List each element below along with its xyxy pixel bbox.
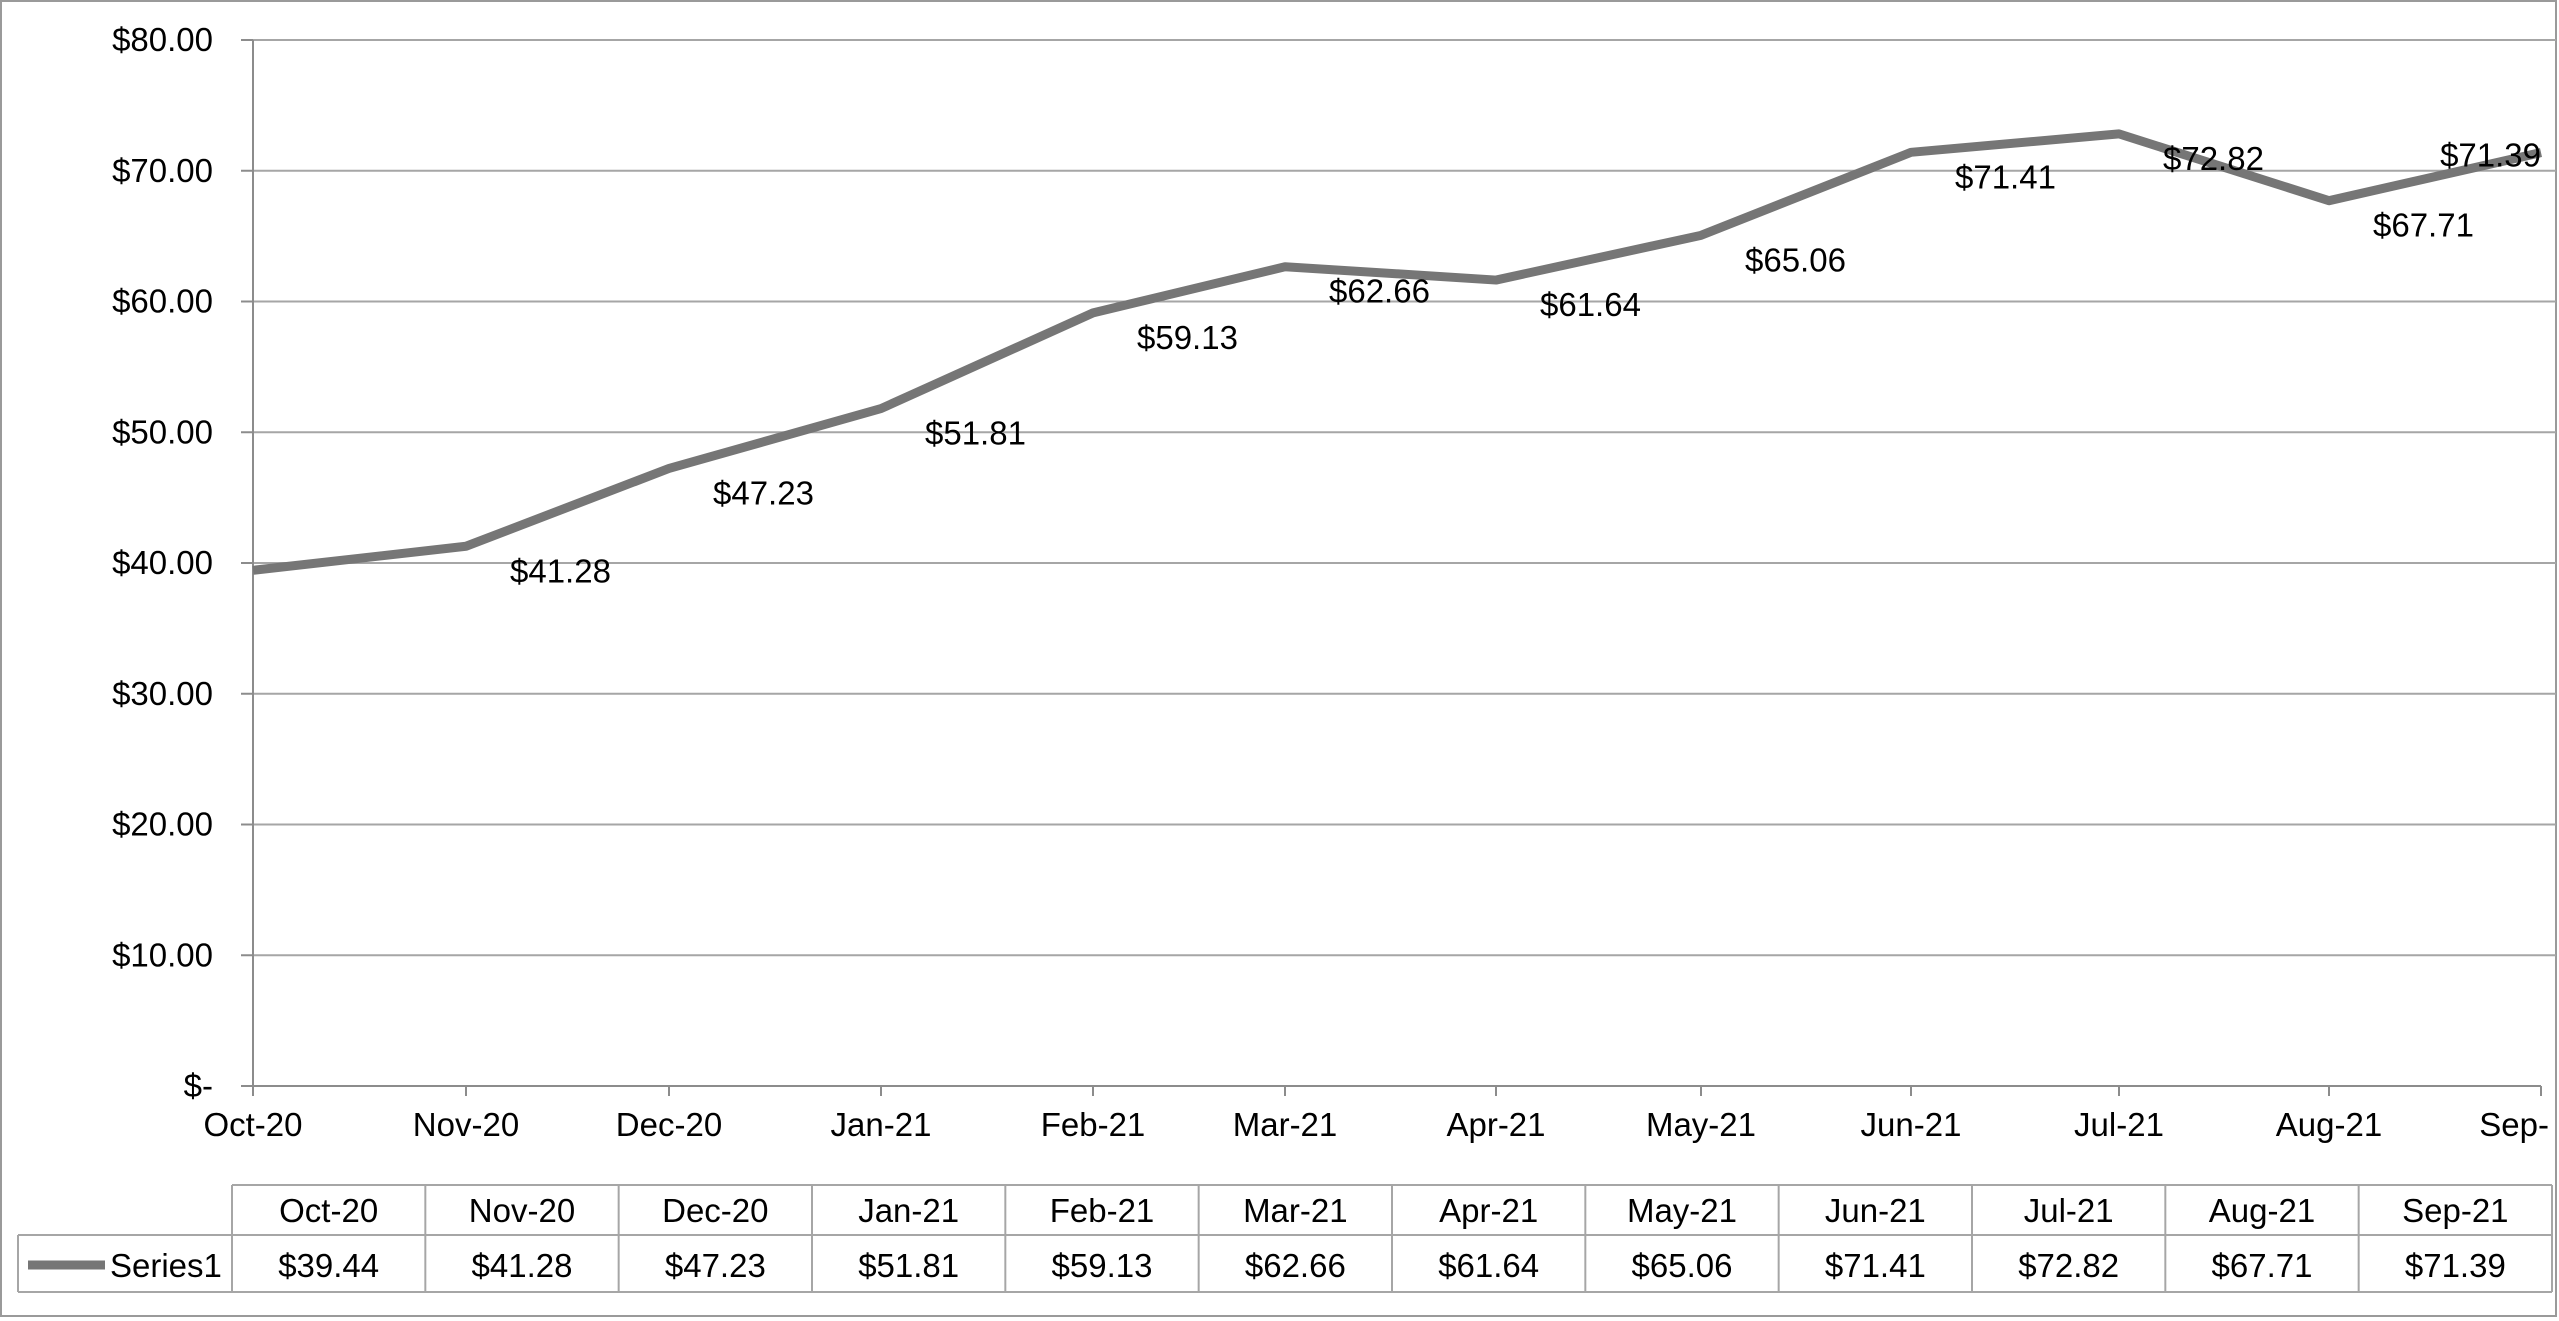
table-value-cell: $65.06 (1632, 1247, 1733, 1284)
x-axis-tick-label: Sep- (2479, 1106, 2549, 1143)
x-axis-tick-label: Oct-20 (203, 1106, 302, 1143)
x-axis-tick-label: Jun-21 (1861, 1106, 1962, 1143)
table-header-cell: Jun-21 (1825, 1192, 1926, 1229)
table-header-cell: Sep-21 (2402, 1192, 2508, 1229)
y-axis-tick-label: $10.00 (112, 936, 213, 973)
table-value-cell: $62.66 (1245, 1247, 1346, 1284)
table-header-cell: Mar-21 (1243, 1192, 1348, 1229)
table-header-cell: Dec-20 (662, 1192, 768, 1229)
table-header-cell: Oct-20 (279, 1192, 378, 1229)
y-axis-tick-label: $30.00 (112, 675, 213, 712)
y-axis-tick-label: $- (184, 1067, 213, 1104)
y-axis-tick-label: $60.00 (112, 283, 213, 320)
series-line (252, 129, 2542, 575)
data-label: $62.66 (1329, 273, 1430, 310)
series-lines (252, 129, 2542, 575)
x-axis-tick-label: Jan-21 (831, 1106, 932, 1143)
data-label: $72.82 (2163, 140, 2264, 177)
table-value-cell: $39.44 (278, 1247, 379, 1284)
gridlines (253, 39, 2556, 957)
x-axis-tick-label: May-21 (1646, 1106, 1756, 1143)
y-axis-tick-labels: $- $10.00 $20.00 $30.00 $40.00 $50.00 $60.00 $7… (112, 21, 213, 1104)
y-axis-tick-label: $80.00 (112, 21, 213, 58)
x-axis-tick-label: Feb-21 (1041, 1106, 1146, 1143)
data-label: $41.28 (510, 552, 611, 589)
axes (241, 39, 2542, 1096)
x-axis-tick-label: Aug-21 (2276, 1106, 2382, 1143)
data-table: Oct-20 Nov-20 Dec-20 Jan-21 Feb-21 Mar-21 Apr-… (17, 1184, 2553, 1293)
data-label: $65.06 (1745, 241, 1846, 278)
table-value-cell: $71.39 (2405, 1247, 2506, 1284)
table-value-cell: $51.81 (858, 1247, 959, 1284)
legend-series-name: Series1 (110, 1247, 222, 1284)
table-header-cell: Jan-21 (858, 1192, 959, 1229)
table-header-cell: Aug-21 (2209, 1192, 2315, 1229)
data-label: $67.71 (2373, 207, 2474, 244)
y-axis-tick-label: $40.00 (112, 544, 213, 581)
table-header-cell: Jul-21 (2024, 1192, 2114, 1229)
table-value-cell: $71.41 (1825, 1247, 1926, 1284)
table-header-cell: May-21 (1627, 1192, 1737, 1229)
x-axis-tick-label: Apr-21 (1446, 1106, 1545, 1143)
data-label: $59.13 (1137, 319, 1238, 356)
x-axis-tick-labels: Oct-20 Nov-20 Dec-20 Jan-21 Feb-21 Mar-21 Apr-… (203, 1106, 2549, 1143)
y-axis-tick-label: $70.00 (112, 152, 213, 189)
data-label: $61.64 (1540, 286, 1641, 323)
table-value-cell: $61.64 (1438, 1247, 1539, 1284)
data-label: $47.23 (713, 474, 814, 511)
table-value-cell: $41.28 (472, 1247, 573, 1284)
y-axis-tick-label: $50.00 (112, 413, 213, 450)
table-header-cell: Nov-20 (469, 1192, 575, 1229)
table-value-cell: $59.13 (1052, 1247, 1153, 1284)
data-label: $51.81 (925, 415, 1026, 452)
table-value-cell: $72.82 (2018, 1247, 2119, 1284)
x-axis-tick-label: Jul-21 (2074, 1106, 2164, 1143)
data-label: $71.41 (1955, 158, 2056, 195)
x-axis-tick-label: Mar-21 (1233, 1106, 1338, 1143)
y-axis-tick-label: $20.00 (112, 806, 213, 843)
table-header-cell: Feb-21 (1050, 1192, 1155, 1229)
table-value-cell: $67.71 (2212, 1247, 2313, 1284)
table-header-cell: Apr-21 (1439, 1192, 1538, 1229)
table-value-cell: $47.23 (665, 1247, 766, 1284)
data-label: $71.39 (2440, 137, 2541, 174)
x-axis-tick-label: Nov-20 (413, 1106, 519, 1143)
x-axis-tick-label: Dec-20 (616, 1106, 722, 1143)
data-labels: $41.28 $47.23 $51.81 $59.13 $62.66 $61.64 $65.… (510, 137, 2541, 590)
